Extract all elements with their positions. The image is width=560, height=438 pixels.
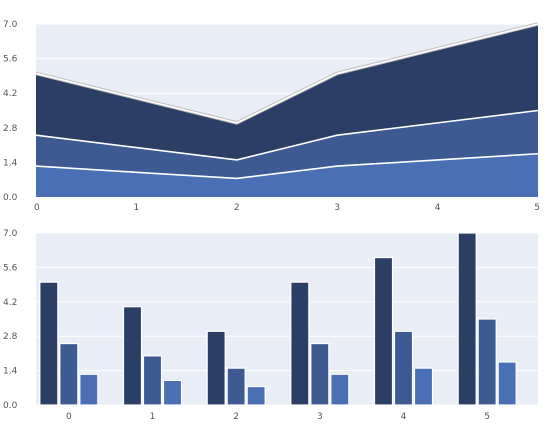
bar-5-series-1 [457, 232, 477, 406]
area-x-ticks: 0 1 2 3 4 5 [34, 203, 540, 213]
area-x-tick-label: 4 [435, 203, 441, 213]
grouped-bar-chart: 0.0 1.4 2.8 4.2 5.6 7.0 0 1 2 3 4 5 [3, 229, 538, 422]
bar-1-series-2 [142, 355, 163, 406]
bar-3-series-2 [310, 342, 330, 406]
area-y-tick-label: 7.0 [3, 20, 18, 30]
bar-x-ticks: 0 1 2 3 4 5 [66, 412, 490, 422]
bar-series-group [39, 232, 517, 406]
stacked-area-chart: 0.0 1.4 2.8 4.2 5.6 7.0 0 1 2 3 4 5 [3, 20, 540, 213]
bar-y-tick-label: 0.0 [3, 401, 18, 411]
bar-2-series-2 [226, 367, 246, 406]
area-y-tick-label: 2.8 [3, 124, 18, 134]
area-x-tick-label: 3 [334, 203, 340, 213]
bar-3-series-1 [290, 281, 310, 406]
bar-plot-background [36, 233, 538, 405]
area-series-1 [36, 153, 538, 197]
bar-1-series-3 [162, 379, 183, 406]
bar-0-series-3 [79, 373, 99, 406]
bar-5-series-2 [477, 318, 497, 406]
bar-0-series-2 [59, 342, 79, 406]
area-x-tick-label: 0 [34, 203, 40, 213]
area-series-3 [36, 24, 538, 160]
bar-y-tick-label: 2.8 [3, 332, 18, 342]
bar-3-series-3 [330, 373, 350, 406]
bar-4-series-1 [373, 256, 394, 406]
area-series-line-1 [35, 152, 539, 180]
area-y-ticks: 0.0 1.4 2.8 4.2 5.6 7.0 [3, 20, 18, 203]
bar-5-series-3 [497, 361, 517, 406]
area-y-tick-label: 5.6 [3, 55, 18, 65]
bar-x-tick-label: 0 [66, 412, 72, 422]
bar-grid [36, 232, 538, 406]
bar-4-series-3 [413, 367, 434, 406]
area-y-tick-label: 0.0 [3, 193, 18, 203]
bar-y-tick-label: 1.4 [3, 367, 18, 377]
bar-x-tick-label: 3 [317, 412, 323, 422]
bar-4-series-2 [393, 330, 414, 406]
bar-x-tick-label: 4 [401, 412, 407, 422]
bar-x-tick-label: 1 [150, 412, 156, 422]
area-y-tick-label: 1.4 [3, 158, 18, 168]
area-x-tick-label: 2 [234, 203, 240, 213]
bar-2-series-1 [206, 330, 226, 406]
area-series-line-2 [35, 109, 539, 161]
area-series-line-3 [35, 23, 539, 124]
bar-y-tick-label: 5.6 [3, 263, 18, 273]
bar-y-ticks: 0.0 1.4 2.8 4.2 5.6 7.0 [3, 229, 18, 411]
bar-x-tick-label: 2 [233, 412, 239, 422]
area-series-group [35, 22, 539, 197]
bar-x-tick-label: 5 [484, 412, 490, 422]
bar-1-series-1 [122, 306, 143, 406]
bar-2-series-3 [246, 385, 266, 406]
bar-y-tick-label: 4.2 [3, 298, 17, 308]
bar-0-series-1 [39, 281, 59, 406]
area-y-tick-label: 4.2 [3, 89, 17, 99]
bar-y-tick-label: 7.0 [3, 229, 18, 239]
area-x-tick-label: 5 [534, 203, 540, 213]
area-x-tick-label: 1 [134, 203, 140, 213]
